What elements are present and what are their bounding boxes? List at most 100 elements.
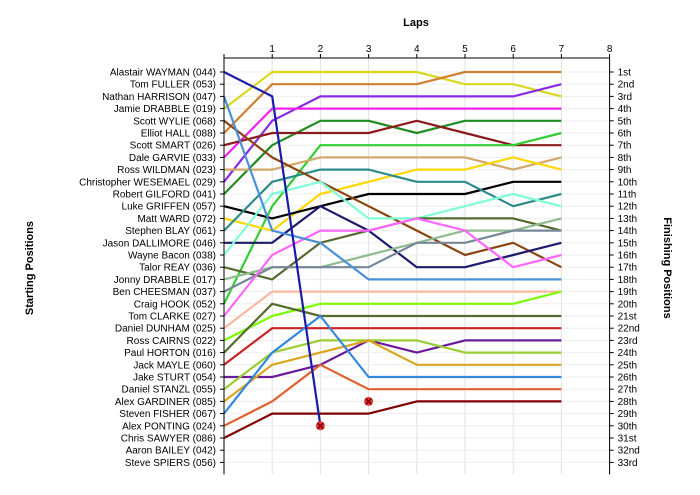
- lap-tick-label: 6: [510, 44, 516, 55]
- starting-position-label: Jack MAYLE (060): [133, 360, 216, 371]
- finishing-position-label: 15th: [618, 238, 637, 249]
- starting-position-label: Jason DALLIMORE (046): [103, 238, 216, 249]
- lap-tick-label: 3: [366, 44, 372, 55]
- finishing-position-label: 32nd: [618, 446, 640, 457]
- series-line-14: [223, 180, 562, 256]
- retirement-cross: [316, 422, 324, 430]
- series-line-4: [223, 107, 562, 159]
- starting-position-label: Jamie DRABBLE (019): [114, 104, 216, 115]
- starting-position-label: Daniel DUNHAM (025): [115, 324, 216, 335]
- series-line-28: [223, 363, 562, 427]
- lap-tick-label: 4: [414, 44, 420, 55]
- finishing-position-label: 4th: [618, 104, 632, 115]
- finishing-position-label: 5th: [618, 116, 632, 127]
- finishing-position-label: 23rd: [618, 336, 638, 347]
- finishing-position-label: 6th: [618, 129, 632, 140]
- finishing-position-label: 17th: [618, 263, 637, 274]
- lap-tick-label: 5: [462, 44, 468, 55]
- series-line-17: [223, 229, 562, 293]
- starting-position-label: Robert GILFORD (041): [113, 190, 216, 201]
- series-line-6: [223, 119, 562, 147]
- starting-position-label: Dale GARVIE (033): [129, 153, 216, 164]
- starting-position-label: Alex GARDINER (085): [115, 397, 216, 408]
- starting-position-label: Talor REAY (036): [139, 263, 216, 274]
- series-line-21: [223, 290, 562, 342]
- finishing-position-label: 18th: [618, 275, 637, 286]
- finishing-position-label: 2nd: [618, 80, 635, 91]
- finishing-position-label: 13th: [618, 214, 637, 225]
- starting-position-label: Jake STURT (054): [133, 373, 216, 384]
- starting-position-label: Daniel STANZL (055): [122, 385, 216, 396]
- starting-position-label: Alastair WAYMAN (044): [110, 68, 216, 79]
- finishing-position-labels: 1st2nd3rd4th5th6th7th8th9th10th11th12th1…: [618, 68, 640, 469]
- finishing-position-label: 12th: [618, 202, 637, 213]
- series-lines: [222, 70, 562, 439]
- lap-tick-label: 8: [607, 44, 613, 55]
- starting-position-label: Scott SMART (026): [130, 141, 216, 152]
- series-line-27: [223, 314, 562, 415]
- starting-position-label: Steve SPIERS (056): [125, 458, 216, 469]
- lap-tick-label: 7: [559, 44, 565, 55]
- series-line-1: [223, 70, 562, 110]
- retirement-markers: [315, 396, 374, 431]
- left-axis-title: Starting Positions: [24, 221, 36, 315]
- finishing-position-label: 10th: [618, 177, 637, 188]
- finishing-position-label: 25th: [618, 360, 637, 371]
- series-line-30: [223, 71, 322, 426]
- series-line-19: [222, 96, 562, 281]
- series-line-23: [223, 327, 562, 366]
- finishing-position-label: 26th: [618, 373, 637, 384]
- finishing-position-label: 9th: [618, 165, 632, 176]
- finishing-position-label: 30th: [618, 421, 637, 432]
- starting-position-label: Tom CLARKE (027): [128, 312, 216, 323]
- starting-position-label: Scott WYLIE (068): [133, 116, 216, 127]
- starting-position-label: Aaron BAILEY (042): [126, 446, 216, 457]
- starting-position-label: Jonny DRABBLE (017): [114, 275, 216, 286]
- chart-title: Laps: [403, 17, 429, 29]
- series-line-26: [223, 339, 562, 403]
- finishing-position-label: 31st: [618, 434, 637, 445]
- starting-position-label: Matt WARD (072): [137, 214, 216, 225]
- finishing-position-label: 27th: [618, 385, 637, 396]
- starting-position-label: Craig HOOK (052): [134, 299, 216, 310]
- series-line-8: [224, 156, 562, 171]
- finishing-position-label: 24th: [618, 348, 637, 359]
- starting-position-label: Steven FISHER (067): [119, 409, 216, 420]
- starting-position-label: Stephen BLAY (061): [125, 226, 216, 237]
- retirement-cross: [365, 397, 373, 405]
- starting-position-label: Tom FULLER (053): [130, 80, 216, 91]
- finishing-position-label: 20th: [618, 299, 637, 310]
- starting-position-label: Wayne Bacon (038): [128, 251, 216, 262]
- series-line-29: [223, 400, 562, 439]
- series-line-25: [223, 339, 562, 391]
- starting-position-label: Chris SAWYER (086): [121, 434, 216, 445]
- finishing-position-label: 1st: [618, 68, 632, 79]
- series-line-11: [223, 168, 562, 232]
- finishing-position-label: 33rd: [618, 458, 638, 469]
- series-line-10: [223, 180, 562, 220]
- finishing-position-label: 11th: [618, 190, 637, 201]
- finishing-position-label: 14th: [618, 226, 637, 237]
- finishing-position-label: 16th: [618, 251, 637, 262]
- starting-position-label: Christopher WESEMAEL (029): [79, 177, 216, 188]
- lap-tick-label: 2: [318, 44, 324, 55]
- lap-tick-label: 1: [269, 44, 275, 55]
- starting-position-label: Ross CAIRNS (022): [127, 336, 216, 347]
- finishing-position-label: 21st: [618, 312, 637, 323]
- axes: [220, 54, 614, 475]
- series-line-22: [223, 302, 562, 354]
- starting-position-label: Paul HORTON (016): [124, 348, 216, 359]
- finishing-position-label: 28th: [618, 397, 637, 408]
- starting-position-label: Ben CHEESMAN (037): [113, 287, 216, 298]
- series-line-7: [223, 131, 562, 305]
- starting-position-label: Ross WILDMAN (023): [117, 165, 216, 176]
- starting-position-label: Elliot HALL (088): [141, 129, 216, 140]
- starting-position-label: Luke GRIFFEN (057): [122, 202, 216, 213]
- series-line-20: [223, 290, 562, 330]
- finishing-position-label: 22nd: [618, 324, 640, 335]
- starting-position-label: Alex PONTING (024): [122, 421, 216, 432]
- finishing-position-label: 7th: [618, 141, 632, 152]
- series-line-24: [224, 339, 562, 379]
- finishing-position-label: 8th: [618, 153, 632, 164]
